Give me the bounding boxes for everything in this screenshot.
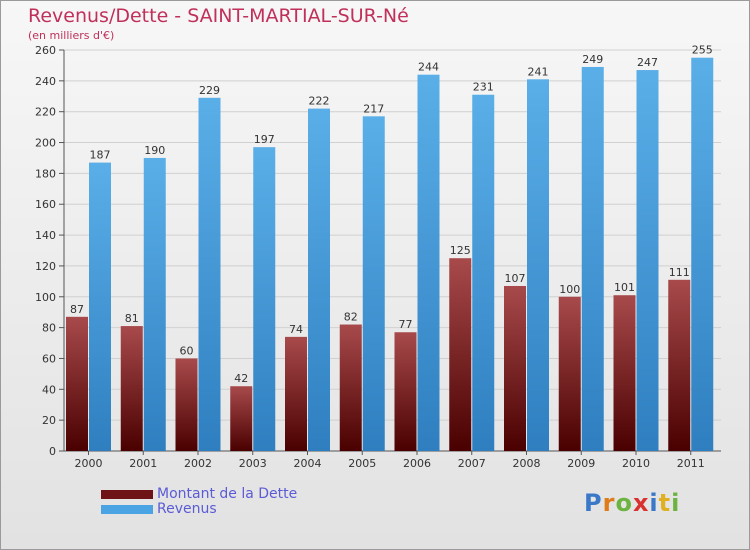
bar-revenue-2011 [691, 57, 714, 451]
logo-letter: r [602, 489, 616, 517]
y-tick-label: 160 [35, 198, 56, 211]
x-tick-label-2009: 2009 [567, 457, 595, 470]
bar-revenue-2000 [89, 162, 111, 452]
bar-debt-2001 [120, 326, 143, 451]
bar-revenue-2010 [636, 70, 659, 452]
legend-swatch-revenue [101, 505, 153, 514]
bar-debt-2011 [668, 279, 691, 451]
grid-lines [64, 49, 721, 452]
data-label-revenue-2003: 197 [254, 133, 275, 146]
logo-letter: P [584, 489, 603, 517]
data-label-revenue-2008: 241 [528, 65, 549, 78]
data-label-revenue-2010: 247 [637, 56, 658, 69]
data-label-revenue-2007: 231 [473, 81, 494, 94]
data-label-revenue-2006: 244 [418, 61, 439, 74]
y-tick-label: 140 [35, 229, 56, 242]
bar-debt-2000 [66, 316, 88, 451]
chart-subtitle: (en milliers d'€) [28, 29, 115, 42]
proxiti-logo: Proxiti [584, 489, 680, 517]
x-tick-label-2002: 2002 [184, 457, 212, 470]
x-tick-label-2006: 2006 [403, 457, 431, 470]
chart-title: Revenus/Dette - SAINT-MARTIAL-SUR-Né [28, 5, 409, 27]
bar-debt-2006 [394, 332, 417, 451]
x-tick-label-2001: 2001 [129, 457, 157, 470]
logo-letter: x [632, 489, 650, 517]
logo-letter: t [658, 489, 672, 517]
y-tick-label: 0 [49, 445, 56, 458]
legend-label-debt: Montant de la Dette [157, 486, 298, 502]
bar-revenue-2002 [198, 97, 221, 452]
x-tick-label-2000: 2000 [75, 457, 103, 470]
bar-revenue-2005 [362, 116, 385, 452]
bar-debt-2005 [339, 324, 362, 451]
data-label-revenue-2000: 187 [90, 149, 111, 162]
data-label-debt-2005: 82 [344, 311, 358, 324]
x-tick-label-2008: 2008 [513, 457, 541, 470]
bar-revenue-2008 [527, 79, 549, 452]
x-tick-label-2007: 2007 [458, 457, 486, 470]
bar-revenue-2009 [581, 66, 604, 451]
y-tick-label: 60 [42, 352, 56, 365]
data-label-revenue-2004: 222 [309, 95, 330, 108]
data-label-debt-2004: 74 [289, 323, 303, 336]
y-tick-label: 100 [35, 291, 56, 304]
data-labels: 87 187 81 190 60 229 42 197 74 222 82 217 77 244 125 23… [70, 44, 713, 386]
data-label-debt-2011: 111 [669, 266, 690, 279]
x-tick-label-2011: 2011 [677, 457, 705, 470]
axes: 0 20 40 60 80 100 120 140 160 180 200 220 240 260 2000… [35, 44, 721, 470]
y-tick-label: 120 [35, 260, 56, 273]
bar-debt-2002 [175, 358, 198, 451]
bar-debt-2009 [558, 296, 581, 451]
data-label-debt-2010: 101 [614, 281, 635, 294]
data-label-debt-2000: 87 [70, 303, 84, 316]
y-tick-label: 200 [35, 137, 56, 150]
data-label-debt-2001: 81 [125, 312, 139, 325]
x-tick-label-2004: 2004 [294, 457, 322, 470]
logo-letter: i [671, 489, 681, 517]
bar-revenue-2007 [472, 94, 495, 451]
data-label-revenue-2001: 190 [144, 144, 165, 157]
bar-revenue-2006 [417, 74, 440, 451]
y-tick-label: 180 [35, 167, 56, 180]
data-label-debt-2008: 107 [505, 272, 526, 285]
data-label-revenue-2002: 229 [199, 84, 220, 97]
x-tick-label-2010: 2010 [622, 457, 650, 470]
bar-debt-2003 [230, 386, 253, 451]
bar-revenue-2003 [253, 147, 276, 451]
x-tick-label-2005: 2005 [348, 457, 376, 470]
data-label-debt-2002: 60 [180, 344, 194, 357]
data-label-debt-2007: 125 [450, 244, 471, 257]
data-label-revenue-2005: 217 [363, 102, 384, 115]
bar-revenue-2001 [143, 157, 166, 451]
bar-debt-2010 [613, 295, 636, 451]
bar-revenue-2004 [308, 108, 330, 451]
data-label-revenue-2011: 255 [692, 44, 713, 57]
y-tick-label: 260 [35, 44, 56, 57]
data-label-debt-2006: 77 [399, 318, 413, 331]
x-tick-label-2003: 2003 [239, 457, 267, 470]
legend-swatch-debt [101, 490, 153, 499]
y-tick-label: 240 [35, 75, 56, 88]
bar-debt-2008 [504, 285, 526, 451]
data-label-revenue-2009: 249 [582, 53, 603, 66]
y-tick-label: 220 [35, 106, 56, 119]
legend-label-revenue: Revenus [157, 501, 217, 517]
data-label-debt-2009: 100 [559, 283, 580, 296]
y-tick-label: 20 [42, 414, 56, 427]
bar-debt-2007 [449, 258, 472, 451]
bar-debt-2004 [285, 336, 307, 451]
data-label-debt-2003: 42 [234, 372, 248, 385]
y-tick-label: 80 [42, 322, 56, 335]
bars [66, 57, 714, 452]
y-tick-label: 40 [42, 383, 56, 396]
logo-letter: o [615, 489, 633, 517]
logo-letter: i [649, 489, 659, 517]
